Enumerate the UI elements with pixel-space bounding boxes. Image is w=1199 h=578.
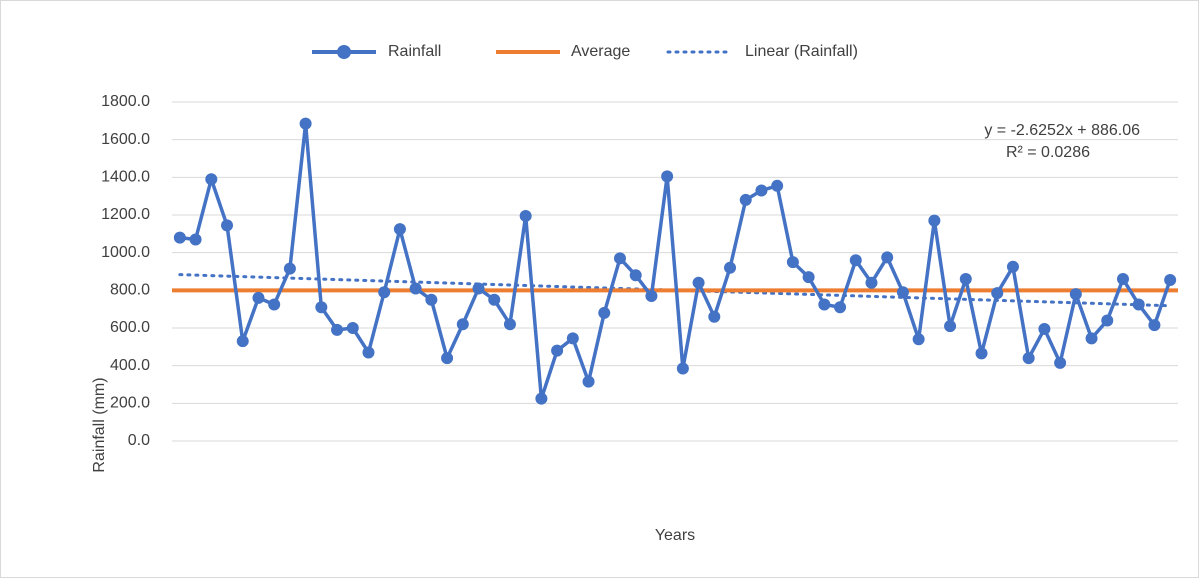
rainfall-point: [708, 311, 720, 323]
rainfall-point: [1007, 261, 1019, 273]
x-axis-title: Years: [655, 527, 695, 544]
legend-label: Rainfall: [388, 43, 441, 60]
rainfall-point: [425, 294, 437, 306]
rainfall-point: [583, 376, 595, 388]
rainfall-point: [300, 118, 312, 130]
rainfall-point: [488, 294, 500, 306]
rainfall-point: [944, 320, 956, 332]
rainfall-point: [268, 298, 280, 310]
y-tick-label: 1600.0: [101, 131, 150, 148]
rainfall-point: [865, 277, 877, 289]
rainfall-point: [803, 271, 815, 283]
rainfall-point: [347, 322, 359, 334]
rainfall-point: [237, 335, 249, 347]
rainfall-point: [818, 298, 830, 310]
rainfall-point: [693, 277, 705, 289]
rainfall-point: [991, 287, 1003, 299]
chart: Years Rainfall (mm) 0.0 200.0 400.0 600.0 80…: [0, 0, 1199, 578]
rainfall-point: [551, 345, 563, 357]
rainfall-point: [960, 273, 972, 285]
rainfall-point: [1023, 352, 1035, 364]
rainfall-point: [1054, 357, 1066, 369]
rainfall-point: [190, 233, 202, 245]
y-tick-label: 200.0: [110, 395, 150, 412]
rainfall-point: [771, 180, 783, 192]
rainfall-point: [535, 393, 547, 405]
rainfall-point: [331, 324, 343, 336]
rainfall-point: [284, 263, 296, 275]
legend-label: Linear (Rainfall): [745, 43, 858, 60]
rainfall-point: [362, 346, 374, 358]
rainfall-point: [252, 292, 264, 304]
rainfall-point: [1164, 274, 1176, 286]
y-tick-label: 1200.0: [101, 206, 150, 223]
rainfall-point: [520, 210, 532, 222]
rainfall-point: [378, 286, 390, 298]
rainfall-point: [897, 286, 909, 298]
rainfall-point: [394, 223, 406, 235]
y-tick-label: 0.0: [128, 432, 150, 449]
rainfall-point: [755, 185, 767, 197]
rainfall-point: [410, 282, 422, 294]
rainfall-point: [645, 290, 657, 302]
rainfall-point: [677, 362, 689, 374]
rainfall-point: [740, 194, 752, 206]
rainfall-point: [567, 332, 579, 344]
rainfall-point: [724, 262, 736, 274]
y-tick-label: 800.0: [110, 282, 150, 299]
rainfall-point: [928, 215, 940, 227]
rainfall-point: [504, 318, 516, 330]
trend-equation: y = -2.6252x + 886.06: [984, 122, 1140, 139]
rainfall-point: [913, 333, 925, 345]
y-tick-label: 1800.0: [101, 93, 150, 110]
legend-swatch: [337, 45, 351, 59]
rainfall-point: [457, 318, 469, 330]
y-tick-label: 600.0: [110, 319, 150, 336]
y-tick-label: 1400.0: [101, 169, 150, 186]
rainfall-point: [1133, 298, 1145, 310]
rainfall-point: [976, 347, 988, 359]
rainfall-point: [787, 256, 799, 268]
rainfall-point: [1086, 332, 1098, 344]
rainfall-point: [473, 282, 485, 294]
rainfall-point: [630, 269, 642, 281]
rainfall-point: [850, 254, 862, 266]
rainfall-point: [598, 307, 610, 319]
legend-label: Average: [571, 43, 630, 60]
y-tick-label: 400.0: [110, 357, 150, 374]
rainfall-point: [614, 252, 626, 264]
rainfall-point: [221, 219, 233, 231]
rainfall-point: [881, 251, 893, 263]
rainfall-point: [1117, 273, 1129, 285]
rainfall-point: [441, 352, 453, 364]
trend-r-squared: R² = 0.0286: [1006, 144, 1090, 161]
rainfall-point: [205, 173, 217, 185]
rainfall-point: [1038, 323, 1050, 335]
rainfall-point: [661, 170, 673, 182]
rainfall-point: [1101, 314, 1113, 326]
rainfall-point: [174, 232, 186, 244]
rainfall-point: [315, 301, 327, 313]
y-axis-title: Rainfall (mm): [91, 377, 108, 472]
y-tick-label: 1000.0: [101, 244, 150, 261]
rainfall-point: [834, 301, 846, 313]
rainfall-point: [1148, 319, 1160, 331]
rainfall-point: [1070, 288, 1082, 300]
